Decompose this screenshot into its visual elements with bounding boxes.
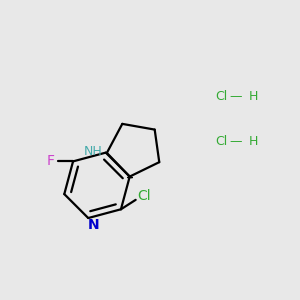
Text: —: — xyxy=(229,91,242,103)
Text: —: — xyxy=(229,135,242,148)
Text: Cl: Cl xyxy=(138,189,151,203)
Text: H: H xyxy=(248,91,258,103)
Text: Cl: Cl xyxy=(215,91,227,103)
Text: NH: NH xyxy=(83,145,102,158)
Text: Cl: Cl xyxy=(215,135,227,148)
Text: H: H xyxy=(248,135,258,148)
Text: F: F xyxy=(46,154,54,168)
Text: N: N xyxy=(88,218,99,232)
